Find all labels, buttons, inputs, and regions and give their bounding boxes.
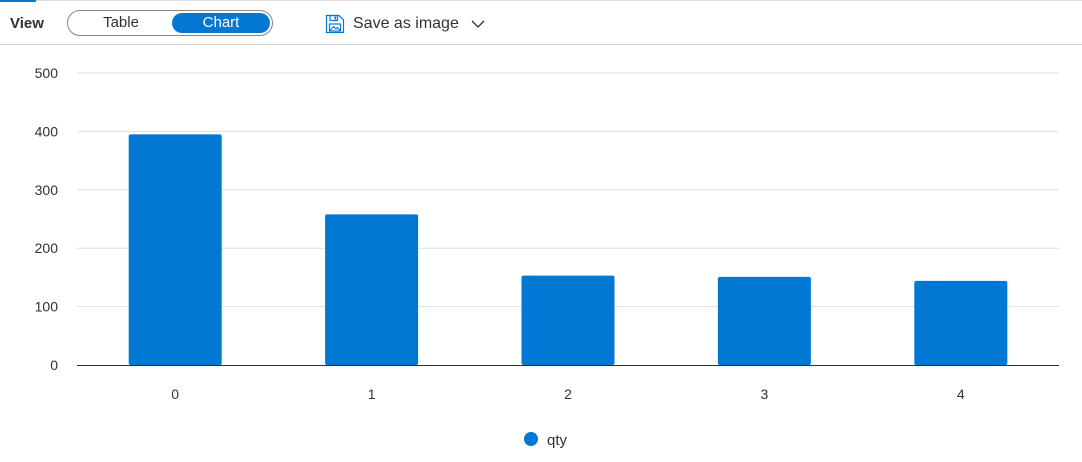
active-tab-indicator: [0, 0, 36, 2]
save-as-image-label: Save as image: [353, 15, 459, 32]
chevron-down-icon[interactable]: [471, 19, 485, 29]
bar-3[interactable]: [717, 276, 811, 365]
chart-area: 0 100 200 300 400 500 0 1 2 3 4 qty: [0, 46, 1082, 462]
y-tick-label: 0: [50, 357, 58, 373]
chart-toolbar: View Table Chart Save as image: [0, 1, 1082, 45]
x-tick-label: 4: [957, 386, 965, 402]
y-tick-label: 100: [35, 299, 59, 315]
top-border: [0, 0, 1082, 1]
legend-marker-qty[interactable]: [524, 432, 538, 446]
x-tick-label: 3: [761, 386, 769, 402]
save-image-icon: [325, 14, 345, 34]
bar-0[interactable]: [128, 134, 222, 365]
view-label: View: [10, 15, 44, 32]
x-tick-label: 1: [368, 386, 376, 402]
y-tick-label: 400: [35, 123, 59, 139]
bar-chart: 0 100 200 300 400 500 0 1 2 3 4 qty: [35, 65, 1059, 449]
save-as-image-button[interactable]: Save as image: [325, 11, 485, 37]
y-tick-label: 200: [35, 240, 59, 256]
bar-1[interactable]: [325, 214, 419, 365]
view-option-chart[interactable]: Chart: [172, 13, 270, 33]
legend-label-qty[interactable]: qty: [547, 432, 568, 449]
bar-4[interactable]: [914, 280, 1008, 365]
x-tick-label: 2: [564, 386, 572, 402]
y-tick-label: 500: [35, 65, 59, 81]
y-tick-label: 300: [35, 182, 59, 198]
view-option-table[interactable]: Table: [103, 14, 139, 31]
view-toggle: Table Chart: [67, 10, 273, 36]
bar-2[interactable]: [521, 275, 615, 365]
x-tick-label: 0: [171, 386, 179, 402]
